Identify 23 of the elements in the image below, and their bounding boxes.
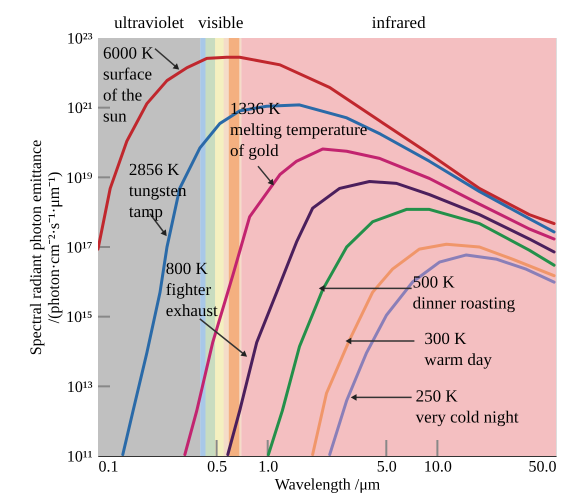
y-tick-label: 10²³ bbox=[66, 30, 93, 48]
annotation: 250 K very cold night bbox=[416, 386, 519, 426]
x-tick-label: 5.0 bbox=[376, 458, 397, 476]
band-label: infrared bbox=[372, 13, 426, 32]
y-tick-label: 10¹¹ bbox=[66, 448, 93, 466]
y-tick-label: 10¹⁵ bbox=[66, 309, 92, 326]
x-tick-label: 10.0 bbox=[424, 458, 452, 476]
y-tick-label: 10¹³ bbox=[66, 378, 93, 396]
annotation: 6000 K surface of the sun bbox=[102, 44, 154, 126]
annotation: 300 K warm day bbox=[424, 329, 492, 370]
x-tick-label: 0.5 bbox=[207, 458, 228, 476]
band-label: visible bbox=[198, 13, 244, 32]
y-axis-title: Spectral radiant photon emittance /(photon·cm⁻²·s⁻¹·μm⁻¹) bbox=[28, 140, 64, 356]
y-tick-label: 10¹⁹ bbox=[66, 170, 93, 187]
x-tick-label: 0.1 bbox=[98, 458, 118, 476]
y-tick-label: 10¹⁷ bbox=[66, 240, 92, 256]
x-tick-label: 50.0 bbox=[528, 458, 556, 476]
x-axis-title: Wavelength /μm bbox=[274, 476, 381, 494]
band-label: ultraviolet bbox=[114, 13, 184, 32]
x-tick-label: 1.0 bbox=[258, 458, 278, 476]
annotation: 500 K dinner roasting bbox=[412, 272, 516, 312]
annotation: 800 K fighter exhaust bbox=[166, 258, 218, 320]
y-tick-label: 10²¹ bbox=[66, 100, 93, 118]
